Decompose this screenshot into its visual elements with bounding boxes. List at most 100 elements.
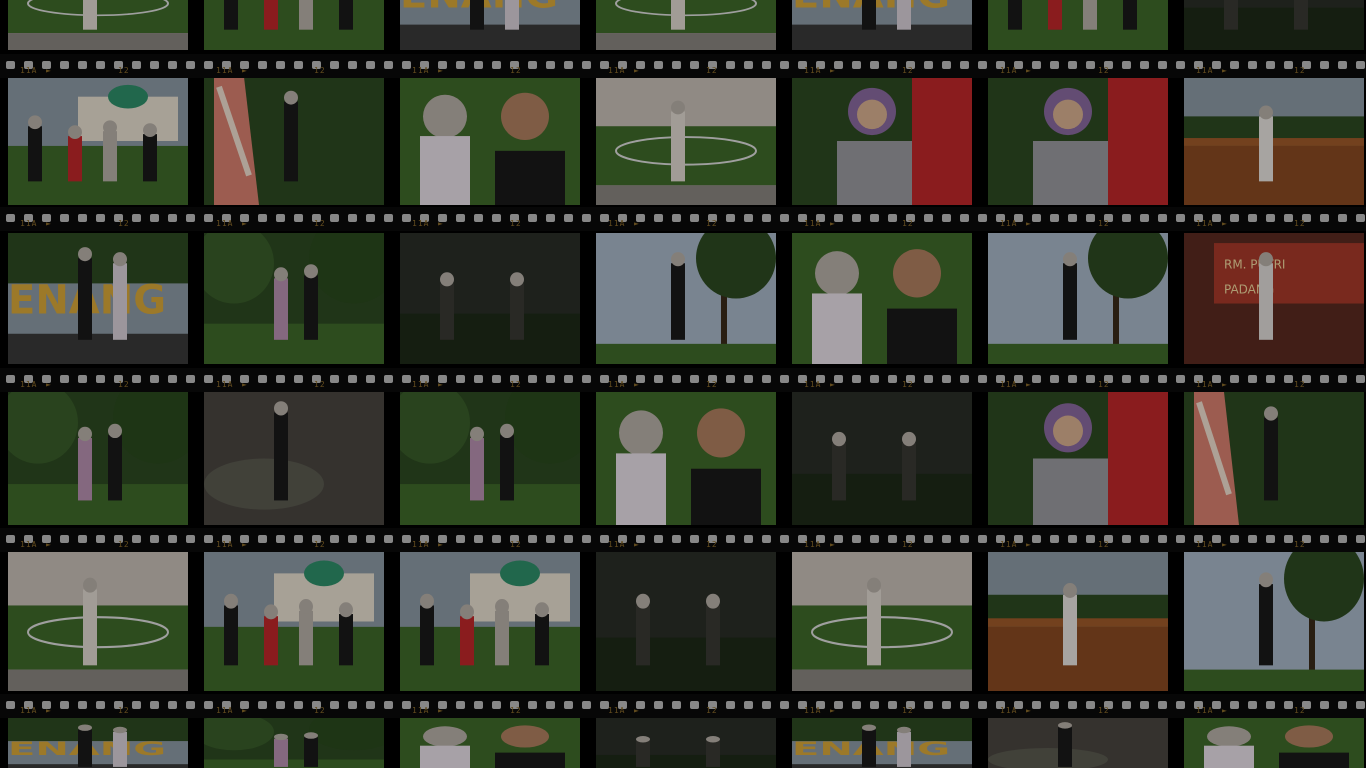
sprocket-hole (384, 701, 393, 709)
sprocket-hole (906, 214, 915, 222)
sprocket-hole (96, 375, 105, 383)
photo-frame (596, 77, 776, 205)
sprocket-hole (924, 214, 933, 222)
film-edge-mark: 12 (1294, 66, 1306, 75)
film-edge-mark: 11A (608, 380, 626, 389)
sprocket-hole (546, 61, 555, 69)
sprocket-hole (636, 375, 645, 383)
film-sprocket-strip (0, 528, 1366, 552)
sprocket-hole (366, 535, 375, 543)
sprocket-hole (294, 375, 303, 383)
sprocket-hole (996, 701, 1005, 709)
photo-frame (204, 552, 384, 691)
sprocket-hole (654, 61, 663, 69)
sprocket-hole (924, 701, 933, 709)
sprocket-hole (1194, 535, 1203, 543)
sprocket-hole (1122, 701, 1131, 709)
sprocket-hole (96, 701, 105, 709)
sprocket-hole (942, 535, 951, 543)
sprocket-hole (1104, 375, 1113, 383)
sprocket-hole (888, 535, 897, 543)
sprocket-hole (474, 701, 483, 709)
film-edge-mark: ► (46, 219, 52, 228)
sprocket-hole (24, 214, 33, 222)
sprocket-hole (1302, 701, 1311, 709)
sprocket-hole (1158, 535, 1167, 543)
sprocket-hole (1338, 214, 1347, 222)
film-edge-mark: 12 (902, 219, 914, 228)
film-edge-mark: 12 (1294, 706, 1306, 715)
sprocket-hole (42, 214, 51, 222)
sprocket-hole (276, 61, 285, 69)
sprocket-hole (420, 701, 429, 709)
film-edge-mark: 12 (118, 706, 130, 715)
sprocket-hole (60, 375, 69, 383)
sprocket-hole (1320, 535, 1329, 543)
film-edge-mark: ► (1026, 380, 1032, 389)
sprocket-hole (1104, 61, 1113, 69)
sprocket-hole (798, 214, 807, 222)
sprocket-hole (1212, 701, 1221, 709)
sprocket-hole (780, 535, 789, 543)
sprocket-hole (816, 701, 825, 709)
sprocket-hole (744, 214, 753, 222)
sprocket-hole (312, 61, 321, 69)
sprocket-hole (6, 535, 15, 543)
sprocket-hole (510, 61, 519, 69)
sprocket-hole (1248, 61, 1257, 69)
sprocket-hole (510, 535, 519, 543)
sprocket-hole (690, 214, 699, 222)
sprocket-hole (960, 701, 969, 709)
film-edge-mark: 12 (510, 380, 522, 389)
photo-frame (988, 552, 1168, 691)
sprocket-hole (1014, 701, 1023, 709)
sprocket-hole (1068, 701, 1077, 709)
sprocket-hole (546, 701, 555, 709)
sprocket-hole (1014, 375, 1023, 383)
sprocket-hole (240, 701, 249, 709)
sprocket-hole (204, 375, 213, 383)
sprocket-hole (24, 375, 33, 383)
film-edge-mark: ► (438, 706, 444, 715)
sprocket-hole (42, 61, 51, 69)
film-edge-mark: 11A (804, 706, 822, 715)
sprocket-hole (726, 61, 735, 69)
sprocket-hole (798, 61, 807, 69)
film-edge-mark: 11A (1000, 219, 1018, 228)
sprocket-hole (798, 535, 807, 543)
sprocket-hole (1320, 375, 1329, 383)
sprocket-hole (402, 61, 411, 69)
sprocket-hole (186, 61, 195, 69)
sprocket-hole (690, 375, 699, 383)
sprocket-hole (690, 535, 699, 543)
sprocket-hole (978, 535, 987, 543)
photo-frame (596, 718, 776, 768)
sprocket-hole (276, 535, 285, 543)
film-edge-mark: 11A (412, 380, 430, 389)
sprocket-hole (510, 214, 519, 222)
film-edge-mark: ► (242, 706, 248, 715)
sprocket-hole (420, 214, 429, 222)
sprocket-hole (150, 214, 159, 222)
photo-frame (8, 552, 188, 691)
sprocket-hole (438, 535, 447, 543)
sprocket-hole (1338, 375, 1347, 383)
sprocket-hole (24, 535, 33, 543)
sprocket-hole (762, 535, 771, 543)
sprocket-hole (222, 701, 231, 709)
sprocket-hole (96, 535, 105, 543)
sprocket-hole (708, 375, 717, 383)
sprocket-hole (1140, 535, 1149, 543)
sprocket-hole (1356, 535, 1365, 543)
film-edge-mark: 11A (20, 219, 38, 228)
photo-frame (1184, 392, 1364, 525)
sprocket-hole (204, 214, 213, 222)
sprocket-hole (618, 61, 627, 69)
film-edge-mark: 11A (804, 219, 822, 228)
sprocket-hole (294, 535, 303, 543)
film-edge-mark: 11A (608, 540, 626, 549)
sprocket-hole (960, 214, 969, 222)
sprocket-hole (780, 701, 789, 709)
sprocket-hole (1248, 214, 1257, 222)
film-edge-mark: ► (830, 380, 836, 389)
